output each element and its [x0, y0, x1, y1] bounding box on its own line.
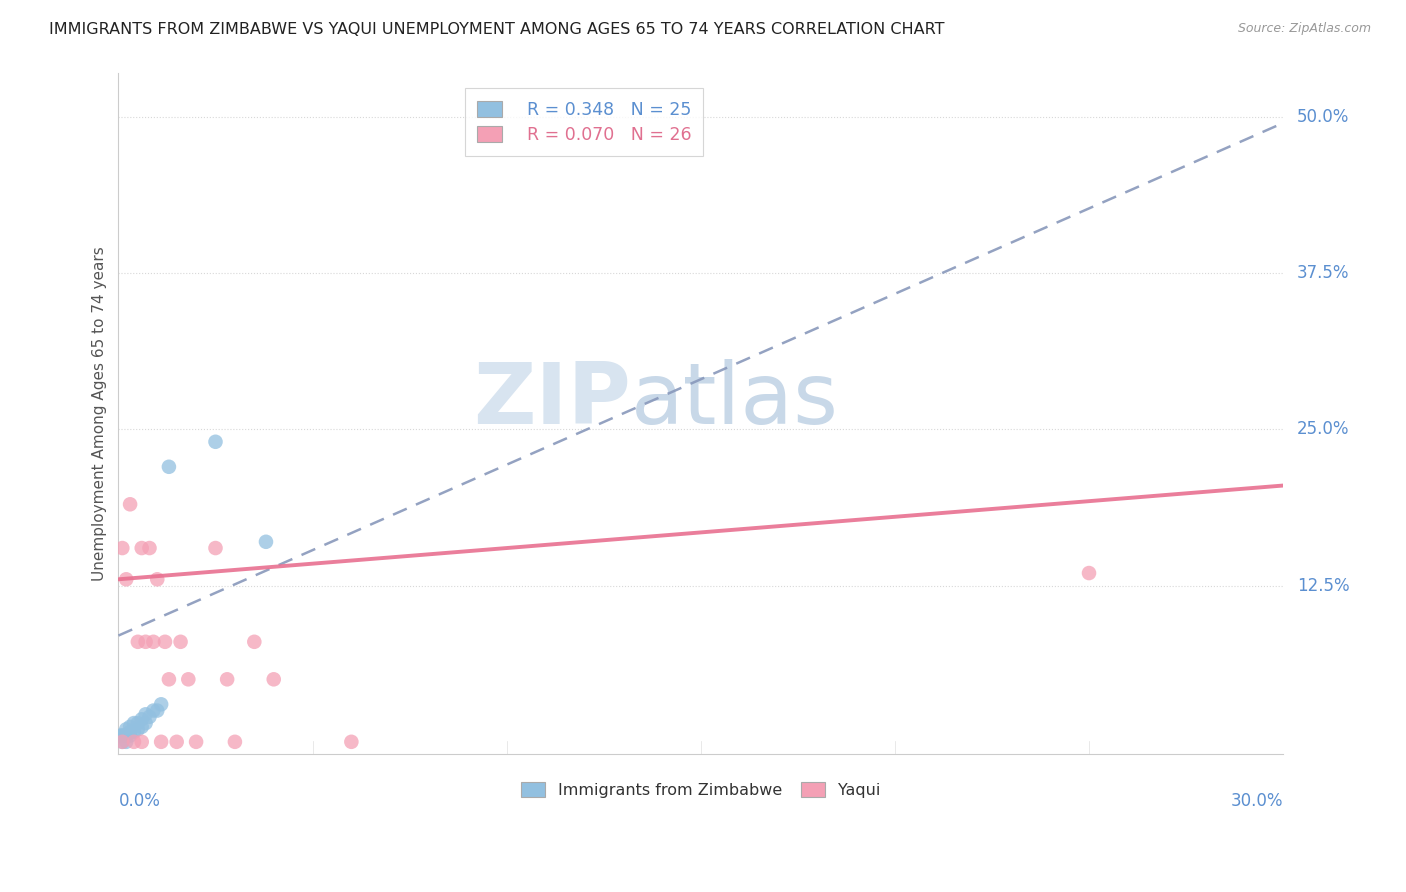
Point [142, 635, 165, 649]
Point [120, 729, 142, 743]
Point [120, 724, 142, 739]
Text: 50.0%: 50.0% [1298, 108, 1350, 126]
Point [204, 541, 226, 555]
Point [157, 673, 180, 687]
Point [131, 735, 153, 749]
Point [340, 735, 363, 749]
Point [146, 572, 169, 586]
Point [131, 541, 153, 555]
Point [122, 735, 145, 749]
Point [263, 673, 285, 687]
Point [135, 635, 157, 649]
Point [1078, 566, 1101, 580]
Text: 12.5%: 12.5% [1298, 576, 1350, 595]
Point [120, 720, 142, 734]
Point [146, 704, 169, 718]
Point [115, 729, 138, 743]
Point [135, 707, 157, 722]
Point [169, 635, 191, 649]
Point [115, 735, 138, 749]
Point [111, 541, 134, 555]
Point [111, 735, 134, 749]
Point [138, 710, 160, 724]
Point [120, 497, 142, 511]
Y-axis label: Unemployment Among Ages 65 to 74 years: Unemployment Among Ages 65 to 74 years [93, 246, 107, 581]
Point [135, 716, 157, 731]
Point [142, 704, 165, 718]
Point [138, 541, 160, 555]
Text: 25.0%: 25.0% [1298, 420, 1350, 438]
Point [115, 572, 138, 586]
Point [122, 716, 145, 731]
Point [122, 724, 145, 739]
Point [153, 635, 176, 649]
Point [150, 698, 173, 712]
Point [127, 723, 149, 737]
Point [127, 635, 149, 649]
Text: atlas: atlas [631, 359, 839, 442]
Point [131, 720, 153, 734]
Point [166, 735, 188, 749]
Point [224, 735, 246, 749]
Point [112, 729, 135, 743]
Point [111, 729, 134, 743]
Point [131, 712, 153, 726]
Text: IMMIGRANTS FROM ZIMBABWE VS YAQUI UNEMPLOYMENT AMONG AGES 65 TO 74 YEARS CORRELA: IMMIGRANTS FROM ZIMBABWE VS YAQUI UNEMPL… [49, 22, 945, 37]
Point [254, 534, 277, 549]
Text: ZIP: ZIP [474, 359, 631, 442]
Text: 37.5%: 37.5% [1298, 264, 1350, 282]
Point [111, 735, 134, 749]
Point [177, 673, 200, 687]
Point [127, 716, 149, 731]
Point [110, 729, 132, 743]
Point [217, 673, 239, 687]
Point [243, 635, 266, 649]
Point [115, 723, 138, 737]
Point [157, 459, 180, 474]
Text: 0.0%: 0.0% [118, 792, 160, 810]
Text: Source: ZipAtlas.com: Source: ZipAtlas.com [1237, 22, 1371, 36]
Text: 30.0%: 30.0% [1230, 792, 1284, 810]
Point [150, 735, 173, 749]
Point [204, 434, 226, 449]
Point [184, 735, 207, 749]
Legend: Immigrants from Zimbabwe, Yaqui: Immigrants from Zimbabwe, Yaqui [515, 775, 887, 805]
